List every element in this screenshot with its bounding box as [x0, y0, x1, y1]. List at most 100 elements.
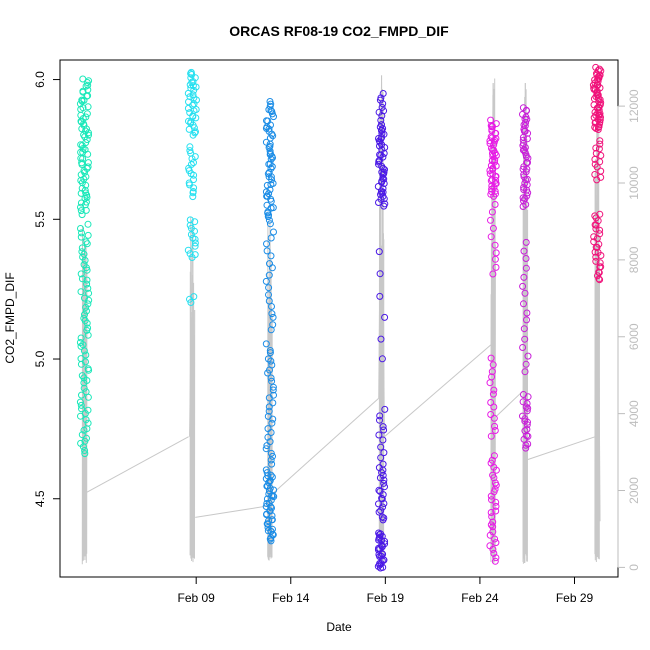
- data-point: [268, 310, 276, 318]
- data-point: [192, 128, 199, 136]
- data-point: [488, 496, 495, 504]
- data-point: [266, 134, 274, 142]
- data-point: [77, 288, 85, 296]
- data-point: [523, 309, 531, 317]
- data-point: [378, 130, 386, 138]
- data-point: [487, 177, 495, 185]
- data-point: [380, 449, 388, 457]
- data-point: [596, 226, 604, 234]
- data-point: [491, 427, 499, 434]
- x-tick-label: Feb 29: [556, 591, 594, 605]
- data-point: [265, 144, 273, 152]
- y2-tick-label: 6000: [627, 323, 641, 350]
- data-point: [379, 460, 387, 468]
- data-point: [191, 129, 199, 137]
- data-point: [489, 528, 497, 536]
- data-point: [269, 525, 276, 533]
- data-point: [84, 331, 92, 339]
- data-point: [84, 284, 92, 292]
- data-point: [264, 412, 272, 420]
- data-point: [519, 412, 526, 420]
- data-point: [262, 340, 270, 348]
- y-tick-label: 5.0: [33, 350, 47, 367]
- data-point: [488, 208, 496, 216]
- data-point: [82, 238, 90, 246]
- data-point: [85, 289, 93, 297]
- data-point: [591, 108, 599, 116]
- data-point: [82, 351, 90, 359]
- data-point: [487, 354, 495, 362]
- data-point: [592, 111, 600, 119]
- data-point: [380, 479, 388, 487]
- altitude-transit-line: [384, 344, 492, 438]
- data-point: [263, 247, 271, 255]
- data-point: [76, 398, 84, 406]
- data-point: [82, 303, 90, 311]
- data-point: [189, 234, 197, 242]
- data-point: [83, 434, 90, 442]
- series-RF13: [519, 104, 532, 452]
- data-point: [80, 384, 88, 392]
- data-point: [189, 193, 197, 201]
- data-point: [488, 368, 496, 376]
- data-point: [522, 441, 530, 449]
- data-point: [520, 273, 528, 281]
- data-point: [491, 422, 498, 430]
- data-point: [262, 277, 270, 285]
- data-point: [189, 188, 197, 195]
- x-tick-label: Feb 09: [178, 591, 216, 605]
- data-point: [265, 407, 273, 415]
- data-point: [489, 270, 497, 278]
- data-point: [191, 242, 199, 250]
- altitude-transit-line: [494, 390, 524, 418]
- data-point: [520, 391, 527, 398]
- data-point: [84, 406, 92, 414]
- data-point: [380, 107, 388, 115]
- data-point: [268, 460, 276, 468]
- data-point: [596, 65, 603, 73]
- data-point: [82, 388, 90, 396]
- data-point: [492, 176, 500, 184]
- data-point: [595, 145, 603, 153]
- data-point: [268, 419, 276, 427]
- data-point: [84, 81, 92, 89]
- data-point: [489, 471, 497, 479]
- data-point: [190, 176, 197, 184]
- data-point: [77, 342, 85, 350]
- data-point: [522, 403, 530, 411]
- data-point: [191, 153, 199, 161]
- series-RF11: [374, 90, 389, 572]
- data-point: [522, 264, 530, 272]
- data-point: [264, 527, 272, 535]
- data-point: [78, 211, 86, 219]
- data-point: [492, 502, 500, 510]
- data-point: [523, 316, 530, 324]
- data-point: [592, 225, 600, 233]
- data-point: [186, 250, 194, 258]
- data-point: [376, 416, 383, 424]
- data-point: [489, 523, 497, 531]
- data-point: [83, 110, 91, 118]
- data-point: [490, 452, 498, 460]
- data-point: [84, 220, 92, 228]
- data-point: [489, 361, 497, 369]
- data-point: [378, 103, 386, 111]
- data-point: [264, 524, 272, 531]
- data-point: [378, 121, 385, 129]
- data-point: [379, 436, 387, 444]
- data-point: [77, 233, 85, 241]
- data-point: [524, 154, 532, 162]
- data-point: [381, 313, 389, 321]
- data-point: [597, 152, 605, 159]
- data-point: [268, 377, 276, 385]
- data-point: [597, 167, 605, 175]
- data-point: [189, 101, 196, 109]
- data-point: [84, 365, 92, 373]
- data-point: [377, 454, 385, 462]
- data-point: [191, 251, 199, 259]
- data-point: [77, 225, 84, 232]
- data-point: [78, 372, 86, 380]
- data-point: [79, 75, 87, 83]
- data-point: [487, 432, 495, 440]
- data-point: [81, 450, 89, 458]
